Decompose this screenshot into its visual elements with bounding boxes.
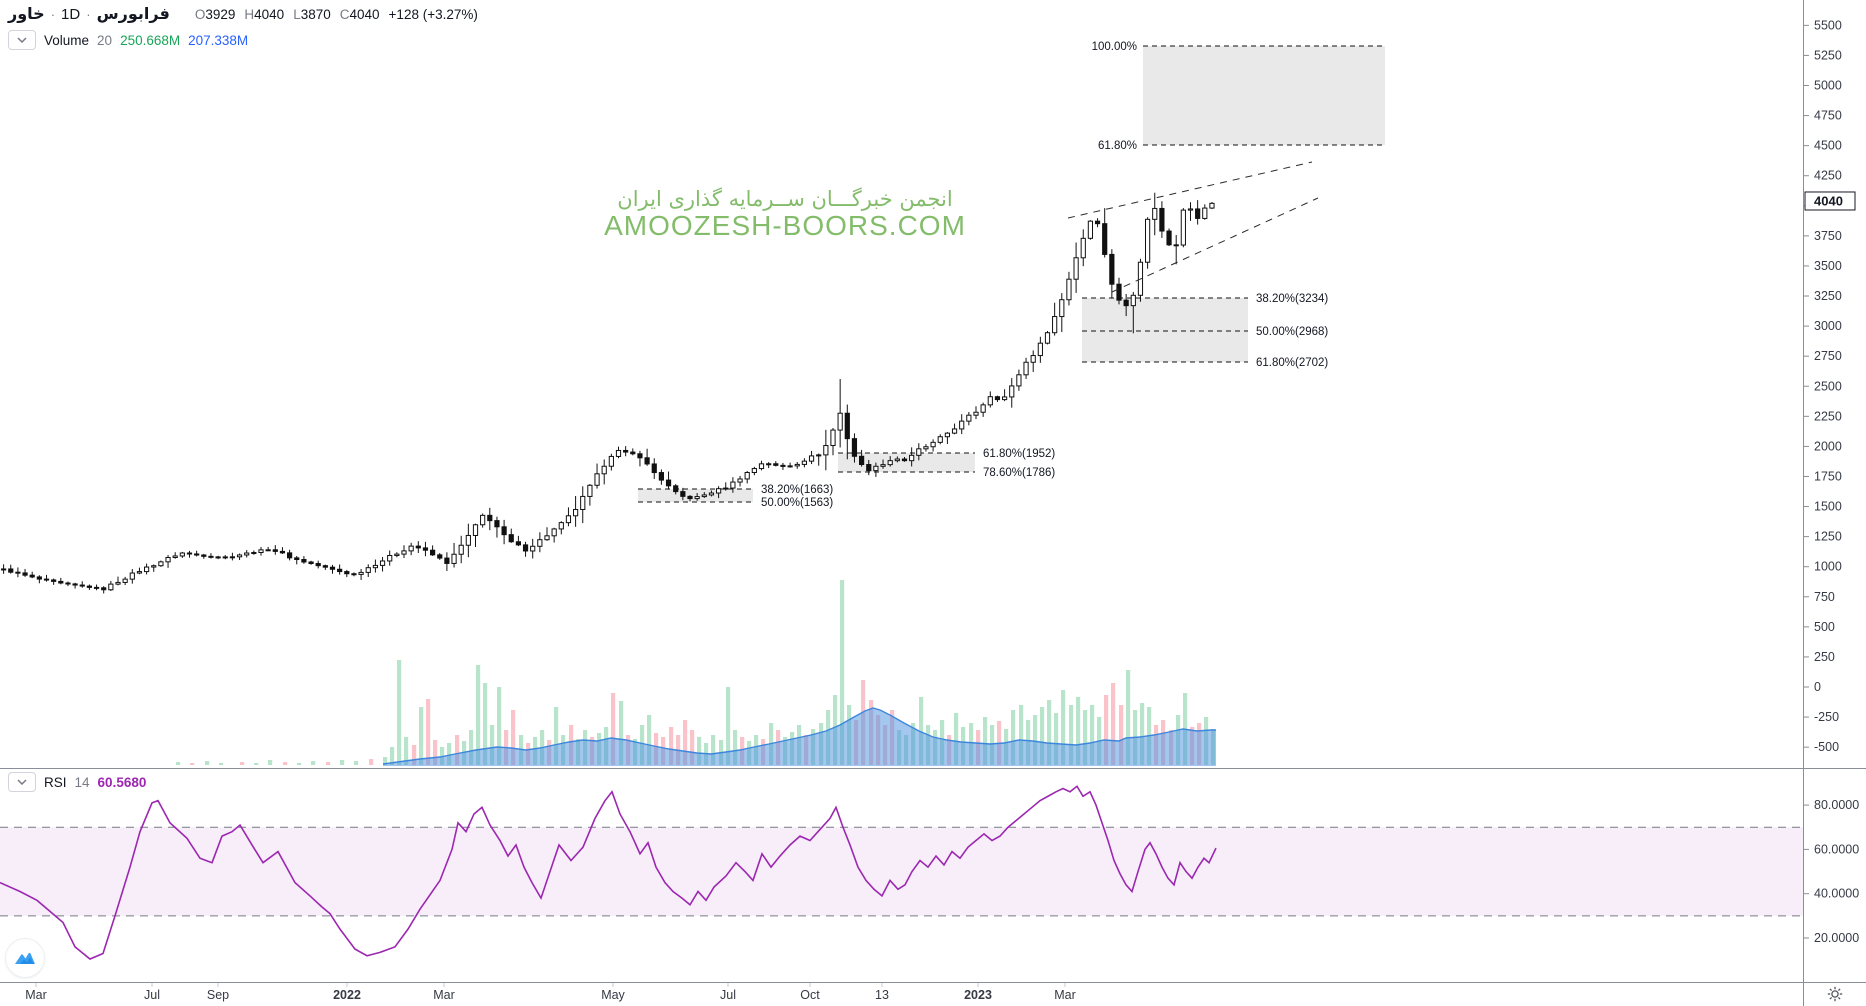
svg-text:2750: 2750 bbox=[1814, 349, 1842, 363]
rsi-line bbox=[0, 785, 1217, 960]
svg-text:2250: 2250 bbox=[1814, 409, 1842, 423]
svg-text:Mar: Mar bbox=[433, 988, 455, 1002]
svg-text:Jul: Jul bbox=[720, 988, 736, 1002]
symbol-title[interactable]: خاور · 1D · فرابورس O3929 H4040 L3870 C4… bbox=[8, 4, 478, 23]
volume-indicator-legend[interactable]: Volume 20 250.668M 207.338M bbox=[8, 30, 248, 50]
close-value: 4040 bbox=[349, 7, 380, 22]
time-axis[interactable] bbox=[0, 983, 1803, 1006]
high-label: H bbox=[244, 7, 255, 22]
volume-value: 207.338M bbox=[188, 32, 249, 48]
svg-text:3500: 3500 bbox=[1814, 259, 1842, 273]
candles bbox=[1, 192, 1215, 594]
svg-text:2500: 2500 bbox=[1814, 379, 1842, 393]
svg-text:2023: 2023 bbox=[964, 988, 992, 1002]
svg-text:Mar: Mar bbox=[1054, 988, 1076, 1002]
svg-text:Jul: Jul bbox=[144, 988, 160, 1002]
svg-text:13: 13 bbox=[875, 988, 889, 1002]
svg-text:61.80%: 61.80% bbox=[1098, 140, 1137, 152]
current-price-label bbox=[1804, 191, 1856, 211]
interval-label[interactable]: 1D bbox=[61, 6, 81, 23]
watermark: انجمن خبرگـــان ســرمایه گذاری ایران AMO… bbox=[604, 187, 966, 242]
price-axis[interactable] bbox=[1804, 0, 1866, 982]
fib-retracement-zones[interactable]: 100.00% 61.80% 38.20%(3234) 50.00%(2968) 61.… bbox=[638, 41, 1385, 509]
rsi-period: 14 bbox=[74, 774, 90, 790]
svg-text:80.0000: 80.0000 bbox=[1814, 798, 1859, 812]
volume-ma-length: 20 bbox=[97, 32, 113, 48]
svg-text:61.80%(2702): 61.80%(2702) bbox=[1256, 357, 1328, 369]
svg-text:1250: 1250 bbox=[1814, 530, 1842, 544]
svg-text:1500: 1500 bbox=[1814, 500, 1842, 514]
svg-text:0: 0 bbox=[1814, 680, 1821, 694]
rsi-indicator-legend[interactable]: RSI 14 60.5680 bbox=[8, 772, 146, 792]
svg-text:61.80%(1952): 61.80%(1952) bbox=[983, 448, 1055, 460]
svg-text:50.00%(2968): 50.00%(2968) bbox=[1256, 326, 1328, 338]
svg-text:3750: 3750 bbox=[1814, 229, 1842, 243]
svg-text:May: May bbox=[601, 988, 625, 1002]
svg-text:38.20%(3234): 38.20%(3234) bbox=[1256, 293, 1328, 305]
svg-text:38.20%(1663): 38.20%(1663) bbox=[761, 484, 833, 496]
svg-text:20.0000: 20.0000 bbox=[1814, 931, 1859, 945]
high-value: 4040 bbox=[254, 7, 285, 22]
mountain-chart-icon bbox=[15, 952, 35, 964]
title-separator: · bbox=[86, 7, 91, 22]
svg-text:78.60%(1786): 78.60%(1786) bbox=[983, 467, 1055, 479]
svg-text:-250: -250 bbox=[1814, 710, 1839, 724]
svg-text:1000: 1000 bbox=[1814, 560, 1842, 574]
chevron-down-icon bbox=[17, 779, 27, 785]
svg-text:4750: 4750 bbox=[1814, 109, 1842, 123]
tradingview-logo-button[interactable] bbox=[5, 938, 45, 978]
svg-text:500: 500 bbox=[1814, 620, 1835, 634]
watermark-line-latin: AMOOZESH-BOORS.COM bbox=[604, 210, 966, 242]
low-value: 3870 bbox=[300, 7, 331, 22]
volume-ma-area bbox=[382, 707, 1216, 766]
gear-icon bbox=[1827, 986, 1843, 1002]
open-value: 3929 bbox=[205, 7, 236, 22]
svg-text:5250: 5250 bbox=[1814, 48, 1842, 62]
svg-text:4250: 4250 bbox=[1814, 169, 1842, 183]
svg-text:5000: 5000 bbox=[1814, 79, 1842, 93]
svg-text:Sep: Sep bbox=[207, 988, 229, 1002]
rsi-legend-collapse-button[interactable] bbox=[8, 772, 36, 792]
svg-text:50.00%(1563): 50.00%(1563) bbox=[761, 497, 833, 509]
rsi-indicator-name: RSI bbox=[44, 774, 67, 790]
svg-text:3250: 3250 bbox=[1814, 289, 1842, 303]
volume-indicator-name: Volume bbox=[44, 32, 90, 48]
svg-text:-500: -500 bbox=[1814, 740, 1839, 754]
svg-text:2000: 2000 bbox=[1814, 439, 1842, 453]
low-label: L bbox=[293, 7, 301, 22]
svg-text:40.0000: 40.0000 bbox=[1814, 887, 1859, 901]
svg-text:4040: 4040 bbox=[1814, 193, 1843, 208]
volume-legend-collapse-button[interactable] bbox=[8, 30, 36, 50]
svg-text:250: 250 bbox=[1814, 650, 1835, 664]
watermark-line-persian: انجمن خبرگـــان ســرمایه گذاری ایران bbox=[617, 187, 953, 211]
svg-text:750: 750 bbox=[1814, 590, 1835, 604]
open-label: O bbox=[194, 7, 206, 22]
svg-text:1750: 1750 bbox=[1814, 469, 1842, 483]
exchange-name: فرابورس bbox=[96, 4, 170, 23]
rsi-value: 60.5680 bbox=[97, 774, 147, 790]
svg-text:2022: 2022 bbox=[333, 988, 361, 1002]
svg-text:60.0000: 60.0000 bbox=[1814, 842, 1859, 856]
svg-text:3000: 3000 bbox=[1814, 319, 1842, 333]
change-value: +128 (+3.27%) bbox=[388, 7, 478, 22]
trendlines[interactable] bbox=[1067, 161, 1319, 293]
svg-text:100.00%: 100.00% bbox=[1092, 41, 1137, 53]
rsi-pane bbox=[0, 785, 1803, 960]
svg-text:Oct: Oct bbox=[800, 988, 820, 1002]
svg-text:4500: 4500 bbox=[1814, 139, 1842, 153]
volume-ma-value: 250.668M bbox=[120, 32, 181, 48]
svg-text:Mar: Mar bbox=[25, 988, 47, 1002]
chevron-down-icon bbox=[17, 37, 27, 43]
symbol-name[interactable]: خاور bbox=[8, 4, 45, 23]
volume-bars bbox=[176, 580, 1216, 765]
close-label: C bbox=[339, 7, 350, 22]
timezone-settings-button[interactable] bbox=[1818, 984, 1852, 1004]
svg-text:5500: 5500 bbox=[1814, 18, 1842, 32]
ohlc-values: O3929 H4040 L3870 C4040 +128 (+3.27%) bbox=[186, 7, 478, 22]
title-separator: · bbox=[50, 7, 56, 22]
